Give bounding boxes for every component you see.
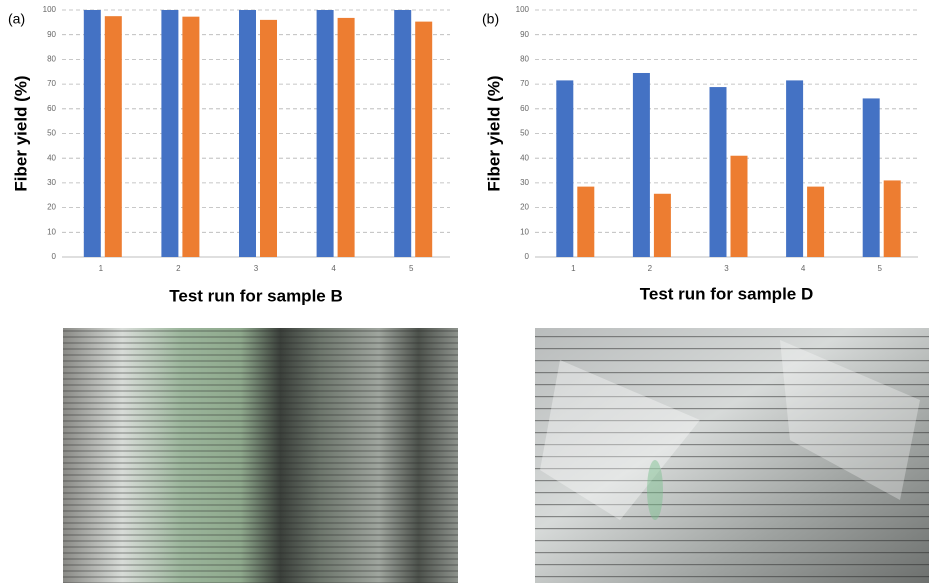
x-tick-label: 1 <box>99 264 104 273</box>
photo-b <box>535 328 929 583</box>
y-tick-label: 10 <box>47 227 56 236</box>
bar <box>632 72 650 257</box>
panel-label: (b) <box>482 11 499 27</box>
y-tick-label: 20 <box>47 203 56 212</box>
bar <box>862 98 880 258</box>
y-tick-label: 50 <box>47 129 56 138</box>
bar <box>337 17 355 258</box>
y-tick-label: 50 <box>520 129 529 138</box>
y-tick-label: 100 <box>516 5 530 14</box>
y-tick-label: 80 <box>520 55 529 64</box>
y-tick-label: 80 <box>47 55 56 64</box>
y-tick-label: 10 <box>520 227 529 236</box>
y-tick-label: 40 <box>520 153 529 162</box>
photo-a <box>63 328 458 583</box>
bar <box>394 10 412 257</box>
x-tick-label: 4 <box>801 264 806 273</box>
bar <box>556 80 574 258</box>
x-tick-label: 5 <box>877 264 882 273</box>
y-tick-label: 0 <box>525 252 530 261</box>
x-axis-label: Test run for sample D <box>640 284 814 303</box>
y-tick-label: 60 <box>47 104 56 113</box>
x-axis-label: Test run for sample B <box>169 286 343 305</box>
bar <box>260 19 277 257</box>
y-tick-label: 90 <box>520 30 529 39</box>
bar <box>653 193 671 257</box>
y-tick-label: 90 <box>47 30 56 39</box>
y-tick-label: 40 <box>47 153 56 162</box>
y-tick-label: 100 <box>43 5 57 14</box>
x-tick-label: 4 <box>331 264 336 273</box>
panel-label: (a) <box>8 11 25 27</box>
x-tick-label: 2 <box>648 264 653 273</box>
y-tick-label: 30 <box>520 178 529 187</box>
bar <box>709 87 727 258</box>
x-tick-label: 3 <box>724 264 729 273</box>
x-tick-label: 3 <box>254 264 259 273</box>
bar <box>316 10 334 257</box>
y-tick-label: 70 <box>520 79 529 88</box>
bar <box>104 16 122 257</box>
x-tick-label: 5 <box>409 264 414 273</box>
y-tick-label: 60 <box>520 104 529 113</box>
y-tick-label: 20 <box>520 203 529 212</box>
bar <box>807 186 825 257</box>
y-tick-label: 30 <box>47 178 56 187</box>
y-tick-label: 0 <box>52 252 57 261</box>
bar <box>730 155 748 257</box>
y-axis-label: Fiber yield (%) <box>11 75 30 191</box>
bar <box>182 16 200 257</box>
bar <box>161 10 179 257</box>
bar <box>239 10 256 257</box>
bar <box>786 80 804 258</box>
bar <box>883 180 901 257</box>
bar <box>415 21 433 258</box>
y-axis-label: Fiber yield (%) <box>484 75 503 191</box>
x-tick-label: 1 <box>571 264 576 273</box>
bar <box>577 186 595 257</box>
bar <box>83 10 101 257</box>
y-tick-label: 70 <box>47 79 56 88</box>
x-tick-label: 2 <box>176 264 181 273</box>
